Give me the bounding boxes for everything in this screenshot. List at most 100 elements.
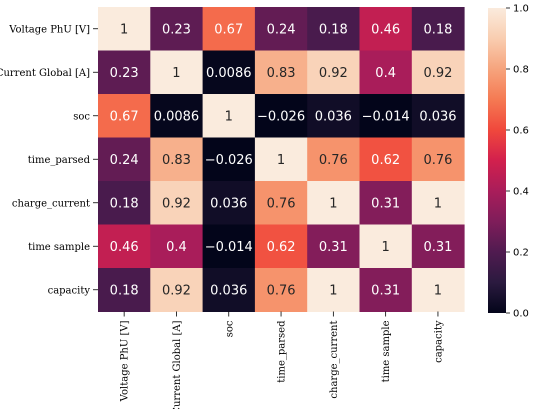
- heatmap-cell: [150, 268, 204, 312]
- heatmap-cell: [150, 7, 204, 51]
- heatmap-cell: [150, 94, 204, 138]
- colorbar-tick-label: 1.0: [513, 4, 529, 15]
- heatmap-cell: [254, 181, 308, 225]
- heatmap-cell: [411, 268, 465, 312]
- heatmap-cell: [98, 224, 151, 269]
- cell-value-label: 0.0086: [206, 66, 252, 81]
- cell-value-label: 0.23: [162, 22, 191, 37]
- row-label: charge_current: [12, 198, 90, 209]
- heatmap-cell: [254, 7, 308, 51]
- cell-value-label: 0.18: [423, 22, 452, 37]
- row-labels: Voltage PhU [V] Current Global [A] soc time…: [0, 24, 98, 296]
- heatmap-cell: [359, 268, 413, 312]
- cell-value-label: 1: [172, 66, 180, 81]
- column-label: time sample: [381, 320, 392, 382]
- heatmap-cell: [307, 50, 360, 95]
- heatmap-cell: [411, 7, 465, 51]
- column-labels: Voltage PhU [V] Current Global [A] soc time…: [120, 311, 444, 409]
- cell-value-label: 0.62: [267, 240, 296, 255]
- colorbar-tick-label: 0.4: [513, 187, 529, 198]
- cell-value-label: 0.31: [371, 283, 400, 298]
- column-label: charge_current: [329, 321, 340, 399]
- heatmap-cell: [359, 224, 413, 269]
- cell-value-label: 0.4: [375, 66, 396, 81]
- cell-value-label: 0.036: [210, 283, 247, 298]
- heatmap-cell: [98, 268, 151, 312]
- heatmap-cell: [98, 94, 151, 138]
- cell-value-label: −0.014: [362, 109, 410, 124]
- cell-value-label: 0.31: [319, 240, 348, 255]
- heatmap-cell: [202, 181, 256, 225]
- heatmap-cell: [359, 50, 413, 95]
- cell-value-label: 1: [382, 240, 390, 255]
- row-label: Voltage PhU [V]: [8, 24, 90, 35]
- cell-value-label: 0.76: [267, 283, 296, 298]
- colorbar-tick-label: 0.6: [513, 126, 529, 137]
- cell-value-label: 0.92: [162, 283, 191, 298]
- heatmap-cell: [98, 137, 151, 182]
- heatmap-cell: [150, 50, 204, 95]
- heatmap-cell: [359, 137, 413, 182]
- cell-value-label: 0.31: [371, 196, 400, 211]
- heatmap-cell: [411, 224, 465, 269]
- colorbar: 0.0 0.2 0.4 0.6 0.8 1.0: [488, 4, 529, 320]
- heatmap-cell: [359, 94, 413, 138]
- heatmap-cell: [307, 268, 360, 312]
- heatmap-cell: [411, 137, 465, 182]
- heatmap-cell: [411, 94, 465, 138]
- heatmap-cell: [254, 224, 308, 269]
- heatmap-cell: [307, 181, 360, 225]
- cell-value-label: 0.92: [162, 196, 191, 211]
- cell-value-label: 0.0086: [154, 109, 200, 124]
- cell-value-label: 0.036: [419, 109, 456, 124]
- cell-value-label: 0.24: [110, 153, 139, 168]
- cell-value-label: 1: [434, 196, 442, 211]
- cell-value-label: 0.83: [267, 66, 296, 81]
- colorbar-gradient: [488, 8, 506, 313]
- column-label: capacity: [433, 320, 444, 363]
- heatmap-cell: [202, 224, 256, 269]
- cell-value-label: 1: [225, 109, 233, 124]
- cell-value-label: 0.92: [319, 66, 348, 81]
- cell-value-label: 0.76: [267, 196, 296, 211]
- heatmap-cell: [307, 94, 360, 138]
- heatmap-cell: [150, 181, 204, 225]
- heatmap-cell: [254, 268, 308, 312]
- cell-value-label: 1: [329, 196, 337, 211]
- cell-value-label: 0.18: [319, 22, 348, 37]
- cell-value-label: 0.24: [267, 22, 296, 37]
- cell-value-label: 1: [434, 283, 442, 298]
- column-label: Current Global [A]: [172, 320, 183, 409]
- cell-value-label: 0.4: [166, 240, 187, 255]
- cell-value-label: 0.46: [371, 22, 400, 37]
- heatmap-cell: [411, 181, 465, 225]
- heatmap-cell: [98, 7, 151, 51]
- cell-value-label: 0.76: [423, 153, 452, 168]
- heatmap-cell: [411, 50, 465, 95]
- heatmap-cell: [202, 50, 256, 95]
- heatmap-cell: [254, 50, 308, 95]
- heatmap-cells: 1 0.23 0.67 0.24 0.18 0.46 0.18 0.23 1 0.0086 0.83…: [98, 7, 465, 312]
- colorbar-tick-label: 0.0: [513, 309, 529, 320]
- cell-value-label: 0.46: [110, 240, 139, 255]
- heatmap-cell: [150, 224, 204, 269]
- heatmap-cell: [202, 268, 256, 312]
- cell-value-label: 1: [329, 283, 337, 298]
- row-label: time_parsed: [28, 155, 91, 166]
- column-label: time_parsed: [277, 320, 288, 383]
- cell-value-label: −0.014: [205, 240, 253, 255]
- cell-value-label: 0.62: [371, 153, 400, 168]
- cell-value-label: 0.83: [162, 153, 191, 168]
- cell-value-label: 0.036: [315, 109, 352, 124]
- heatmap-cell: [307, 137, 360, 182]
- cell-value-label: −0.026: [205, 153, 253, 168]
- heatmap-cell: [254, 94, 308, 138]
- heatmap-cell: [359, 181, 413, 225]
- heatmap-cell: [98, 50, 151, 95]
- cell-value-label: 0.67: [110, 109, 139, 124]
- cell-value-label: 0.18: [110, 196, 139, 211]
- cell-value-label: −0.026: [257, 109, 305, 124]
- cell-value-label: 0.31: [423, 240, 452, 255]
- colorbar-tick-label: 0.8: [513, 65, 529, 76]
